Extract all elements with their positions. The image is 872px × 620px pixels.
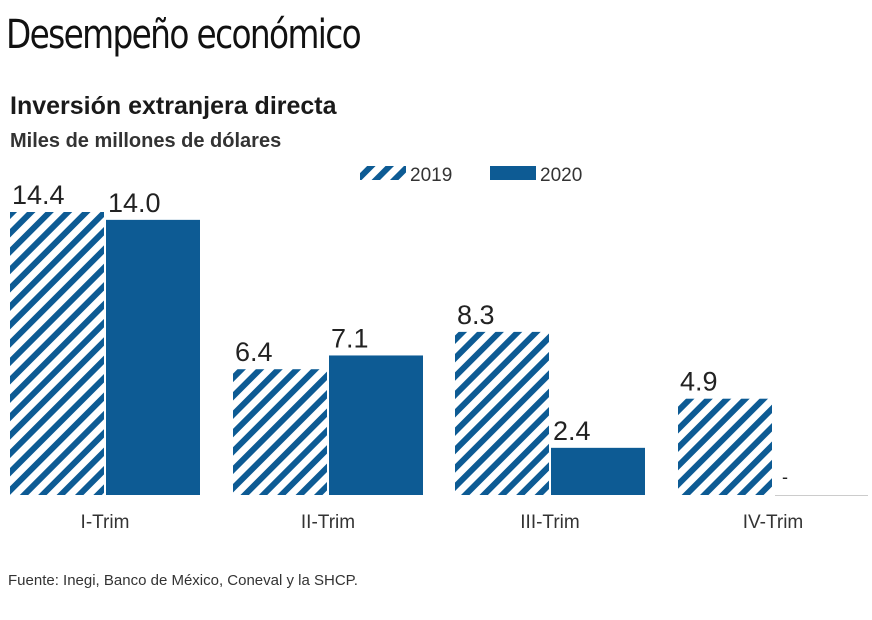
x-tick-label: III-Trim <box>520 512 579 533</box>
x-tick-label: IV-Trim <box>743 512 804 533</box>
bar-2019-I-Trim <box>10 212 104 495</box>
bar-2020-III-Trim <box>551 447 645 495</box>
legend-label: 2020 <box>540 165 582 186</box>
legend-swatch-2020 <box>490 166 536 180</box>
data-label: 2.4 <box>553 416 591 446</box>
bar-2019-IV-Trim <box>678 398 772 495</box>
data-label: 8.3 <box>457 300 495 330</box>
data-label: - <box>782 467 788 487</box>
x-tick-label: II-Trim <box>301 512 355 533</box>
legend-label: 2019 <box>410 165 452 186</box>
data-label: 4.9 <box>680 367 718 397</box>
data-label: 14.4 <box>12 180 65 210</box>
bar-2019-III-Trim <box>455 331 549 495</box>
x-tick-label: I-Trim <box>81 512 130 533</box>
legend-swatch-2019 <box>360 166 406 180</box>
source-note: Fuente: Inegi, Banco de México, Coneval … <box>8 572 358 589</box>
chart-subtitle: Miles de millones de dólares <box>10 130 282 152</box>
bar-2020-I-Trim <box>106 219 200 495</box>
data-label: 14.0 <box>108 188 161 218</box>
bar-2019-II-Trim <box>233 369 327 495</box>
data-label: 6.4 <box>235 337 273 367</box>
data-label: 7.1 <box>331 323 369 353</box>
chart-title: Inversión extranjera directa <box>10 92 337 120</box>
bar-2020-II-Trim <box>329 355 423 495</box>
headline: Desempeño económico <box>6 12 362 58</box>
